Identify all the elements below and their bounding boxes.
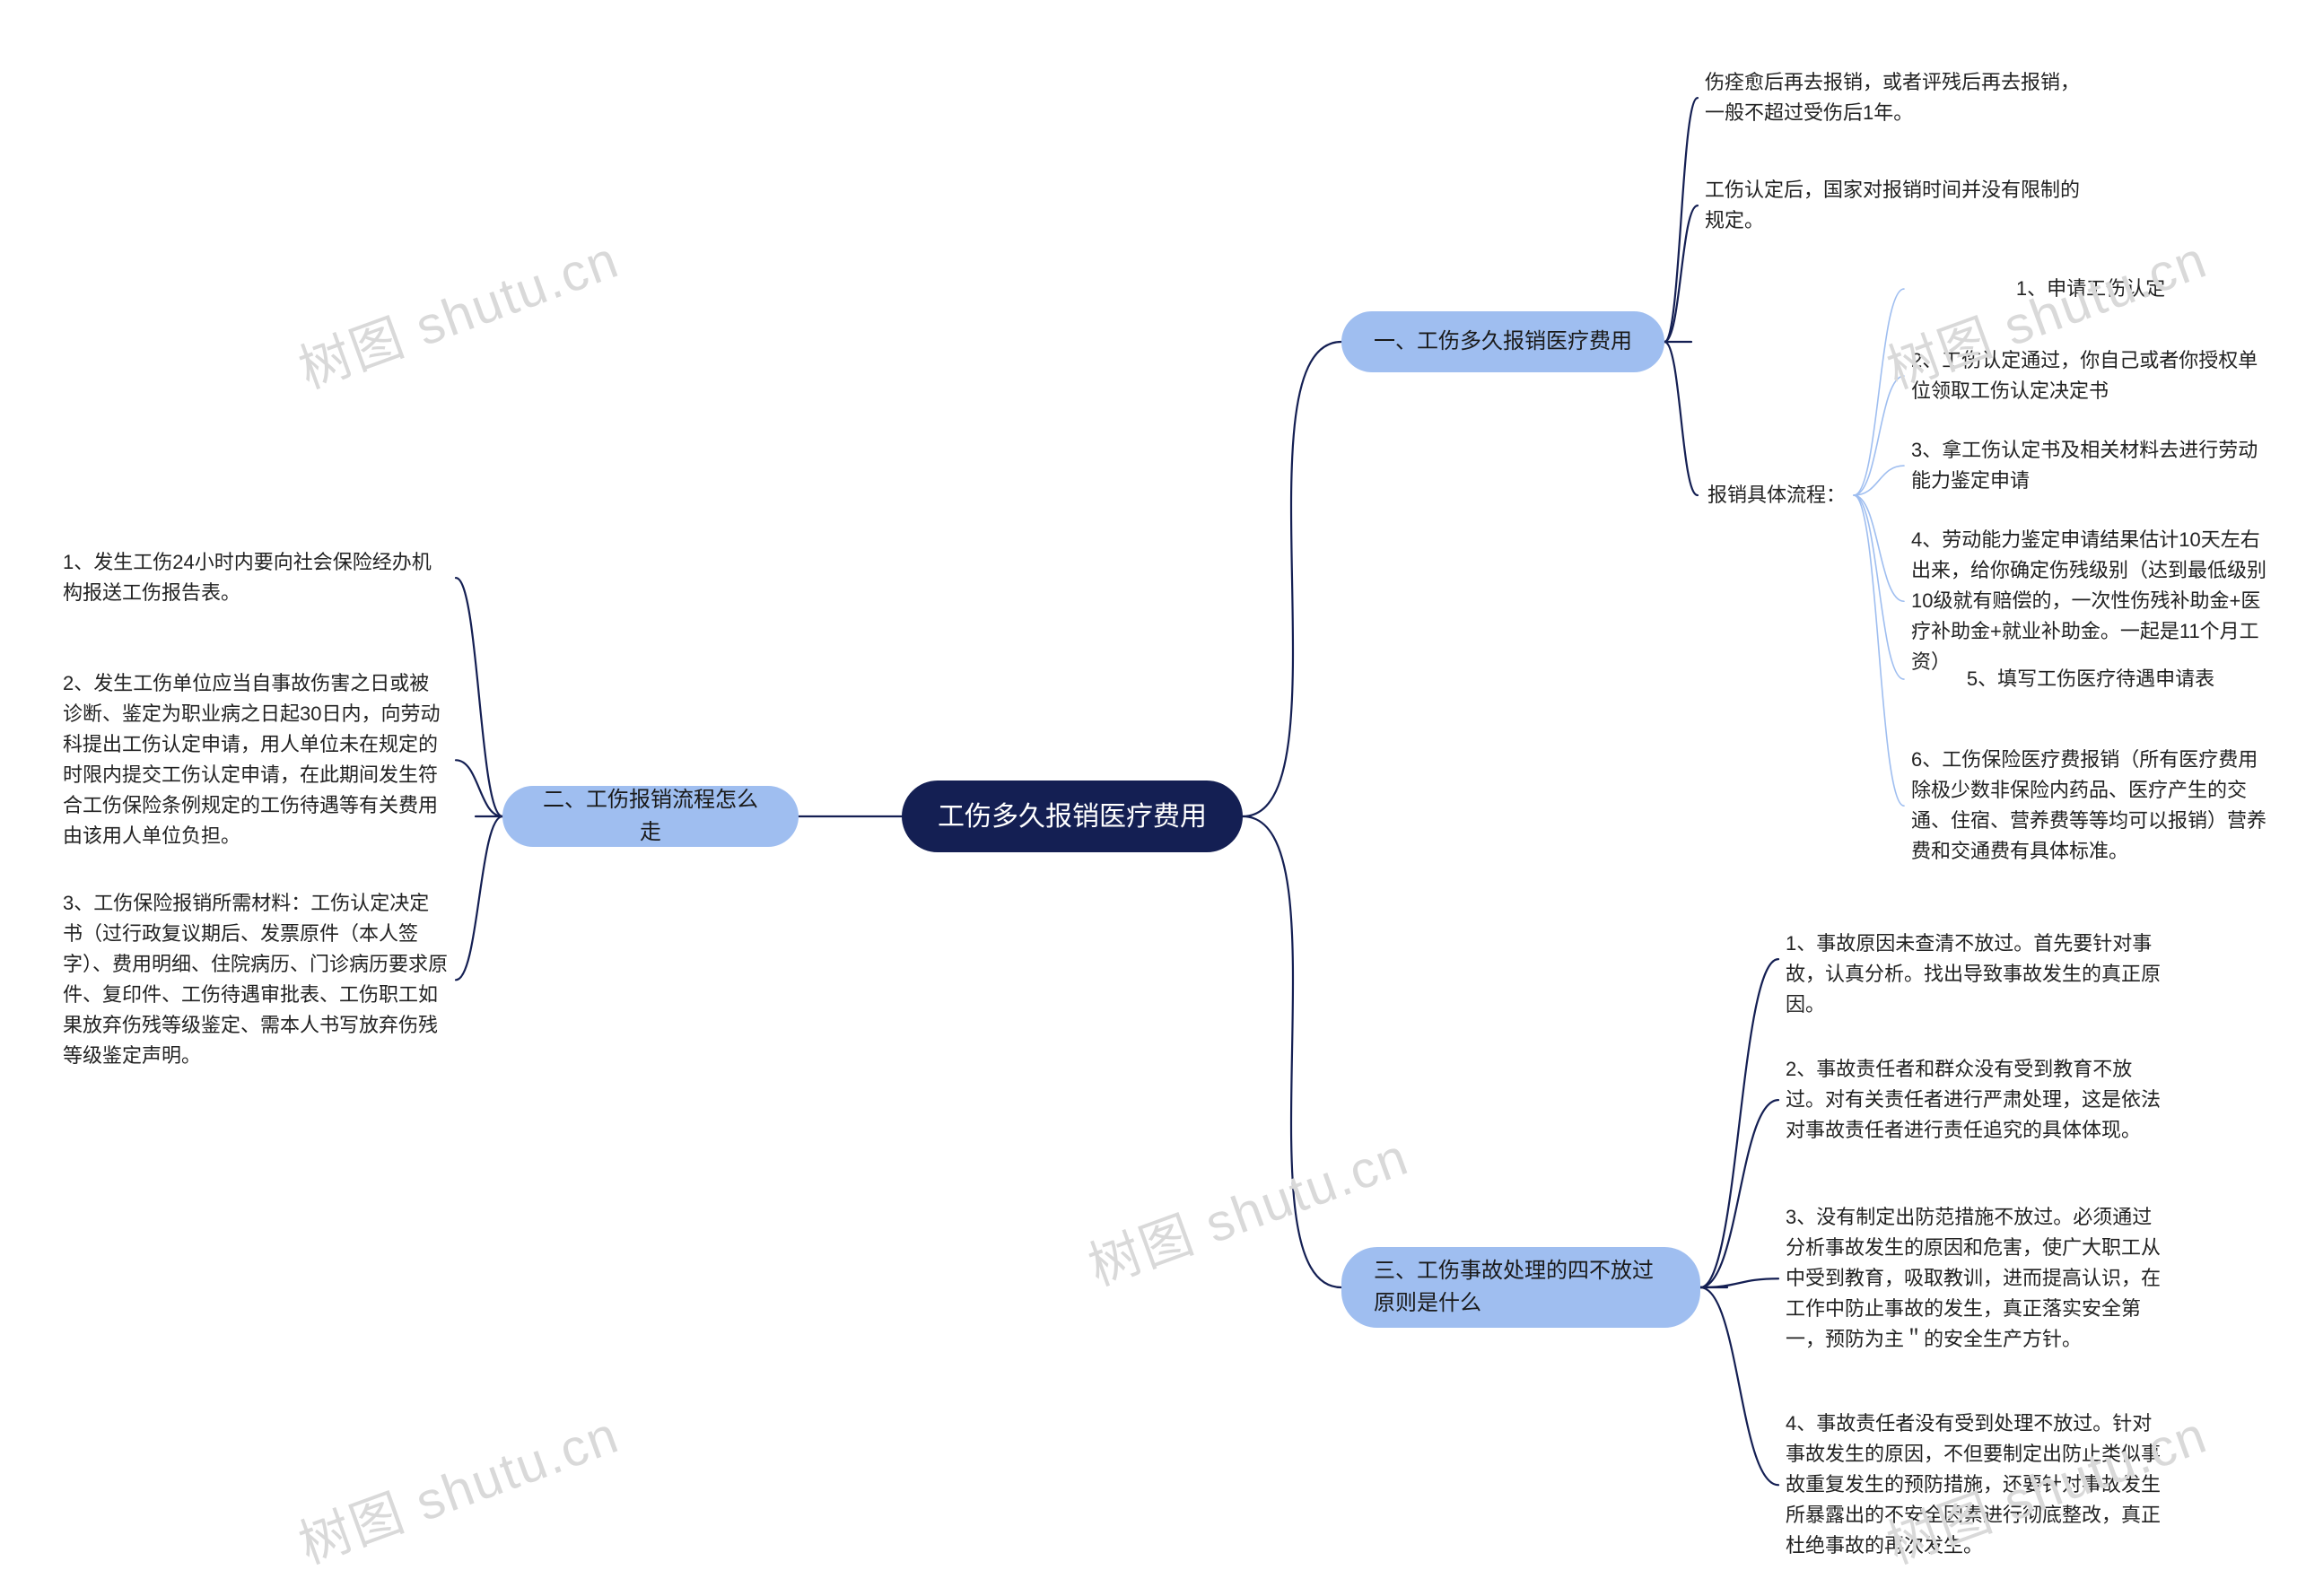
leaf-b1l2: 工伤认定后，国家对报销时间并没有限制的规定。 (1705, 175, 2091, 236)
leaf-b2l2: 2、发生工伤单位应当自事故伤害之日或被诊断、鉴定为职业病之日起30日内，向劳动科… (63, 668, 449, 852)
leaf-b3l4: 4、事故责任者没有受到处理不放过。针对事故发生的原因，不但要制定出防止类似事故重… (1786, 1408, 2171, 1561)
leaf-b1l3c3: 3、拿工伤认定书及相关材料去进行劳动能力鉴定申请 (1911, 435, 2270, 496)
watermark: 树图 shutu.cn (287, 217, 628, 403)
leaf-b2l3: 3、工伤保险报销所需材料：工伤认定决定书（过行政复议期后、发票原件（本人签字）、… (63, 888, 449, 1072)
leaf-b1l1: 伤痊愈后再去报销，或者评残后再去报销，一般不超过受伤后1年。 (1705, 67, 2091, 128)
branch-b1[interactable]: 一、工伤多久报销医疗费用 (1341, 311, 1664, 372)
root-node[interactable]: 工伤多久报销医疗费用 (902, 781, 1243, 852)
leaf-b3l2: 2、事故责任者和群众没有受到教育不放过。对有关责任者进行严肃处理，这是依法对事故… (1786, 1054, 2171, 1146)
leaf-b3l3: 3、没有制定出防范措施不放过。必须通过分析事故发生的原因和危害，使广大职工从中受… (1786, 1202, 2171, 1355)
leaf-b1l3c5: 5、填写工伤医疗待遇申请表 (1911, 664, 2270, 694)
branch-b2[interactable]: 二、工伤报销流程怎么走 (502, 786, 799, 847)
leaf-b1l3c4: 4、劳动能力鉴定申请结果估计10天左右出来，给你确定伤残级别（达到最低级别10级… (1911, 525, 2270, 677)
leaf-b2l1: 1、发生工伤24小时内要向社会保险经办机构报送工伤报告表。 (63, 547, 449, 608)
leaf-b1l3c6: 6、工伤保险医疗费报销（所有医疗费用除极少数非保险内药品、医疗产生的交通、住宿、… (1911, 745, 2270, 867)
leaf-b1l3: 报销具体流程： (1705, 480, 1848, 510)
leaf-b1l3c1: 1、申请工伤认定 (1911, 274, 2270, 304)
leaf-b3l1: 1、事故原因未查清不放过。首先要针对事故，认真分析。找出导致事故发生的真正原因。 (1786, 929, 2171, 1020)
branch-b3[interactable]: 三、工伤事故处理的四不放过原则是什么 (1341, 1247, 1700, 1328)
watermark: 树图 shutu.cn (287, 1392, 628, 1578)
leaf-b1l3c2: 2、工伤认定通过，你自己或者你授权单位领取工伤认定决定书 (1911, 345, 2270, 406)
